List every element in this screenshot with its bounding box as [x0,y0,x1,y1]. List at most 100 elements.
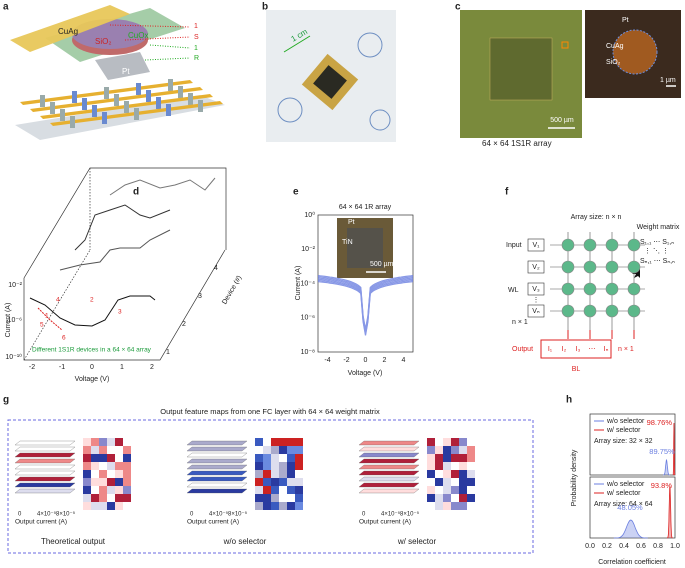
heatmap-cell [451,486,459,494]
tick-label: 0.2 [602,543,612,550]
tick-label: 10⁻¹⁰ [5,353,22,361]
pillar [72,91,77,103]
memory-cell [605,238,619,252]
input-box [527,238,545,252]
heatmap-cell [427,470,435,478]
tick-label: 1 [166,349,170,356]
heatmap-cell [459,478,467,486]
step-label: 5 [40,322,44,329]
decoration [277,97,303,123]
heatmap-cell [459,438,467,446]
memory-cell [605,304,619,318]
decoration [144,57,191,61]
heatmap-cell [435,502,443,510]
bar-3d [358,446,420,452]
tick-label: 0.0 [585,543,595,550]
tick-label: 4 [214,265,218,272]
heatmap-cell [123,438,131,446]
heatmap-cell [115,446,123,454]
heatmap-cell [123,478,131,486]
matrix-row: S₁,₁ ⋯ S₁,ₙ [640,239,674,246]
pillar [146,90,151,102]
heatmap-cell [435,454,443,462]
heatmap-cell [279,462,287,470]
decoration [357,32,383,58]
pillar [198,100,203,112]
bar-3d [14,470,76,476]
inset-label: Pt [348,219,355,226]
heatmap-cell [459,454,467,462]
heatmap-cell [99,494,107,502]
input-name: V₁ [532,242,540,249]
output-name: I₃ [576,346,581,353]
matrix-title: Weight matrix [637,224,680,231]
heatmap-cell [83,454,91,462]
heatmap-cell [115,470,123,478]
heatmap-cell [255,486,263,494]
heatmap-cell [451,462,459,470]
heatmap-cell [459,462,467,470]
heatmap-cell [115,494,123,502]
heatmap-cell [451,438,459,446]
device-schematic [10,5,225,140]
heatmap-cell [271,446,279,454]
heatmap-cell [467,470,475,478]
title: Array size: n × n [571,214,622,221]
heatmap-cell [107,486,115,494]
heatmap-cell [263,478,271,486]
heatmap-cell [91,478,99,486]
bar-3d [14,458,76,464]
heatmap-cell [295,486,303,494]
heatmap-cell [263,502,271,510]
heatmap-cell [83,470,91,478]
heatmap-cell [91,462,99,470]
inset-label: CuAg [606,43,624,50]
pillar [188,93,193,105]
memory-cell [627,304,641,318]
heatmap-cell [287,446,295,454]
memory-cell [583,304,597,318]
bar-3d [186,488,248,494]
panel-label: b [262,2,268,13]
heatmap-cell [427,478,435,486]
peak-label: 48.05% [617,503,643,512]
decoration: 1 2 3 4 [166,265,218,356]
wl-label: WL [508,287,519,294]
bar-3d [14,476,76,482]
panel-label: c [455,2,461,13]
heatmap-cell [115,454,123,462]
heatmap-cell [467,462,475,470]
input-name: V₂ [532,264,540,271]
heatmap-cell [255,494,263,502]
bar-3d [186,452,248,458]
heatmap-cell [467,478,475,486]
heatmap-cell [99,462,107,470]
panel-label: g [3,395,9,406]
pillar [136,83,141,95]
stack-label: 1 [194,45,198,52]
caption: 64 × 64 1S1R array [482,139,552,148]
inset-label: Pt [622,17,629,24]
heatmap-cell [443,494,451,502]
frame [7,419,534,554]
legend-label: w/o selector [606,481,645,488]
heatmap-cell [459,446,467,454]
heatmap-cell [287,470,295,478]
iv-curve [317,281,414,336]
heatmap-cell [115,438,123,446]
memory-cell [561,238,575,252]
heatmap-cell [91,470,99,478]
tick-label: 0 [362,512,366,518]
decoration [15,95,225,140]
heatmap-cell [435,438,443,446]
heatmap-cell [295,478,303,486]
heatmap-cell [279,470,287,478]
heatmap-cell [435,470,443,478]
input-box [527,260,545,274]
heatmap-cell [271,462,279,470]
memory-cell [605,282,619,296]
heatmap-cell [443,438,451,446]
heatmap-cell [255,454,263,462]
